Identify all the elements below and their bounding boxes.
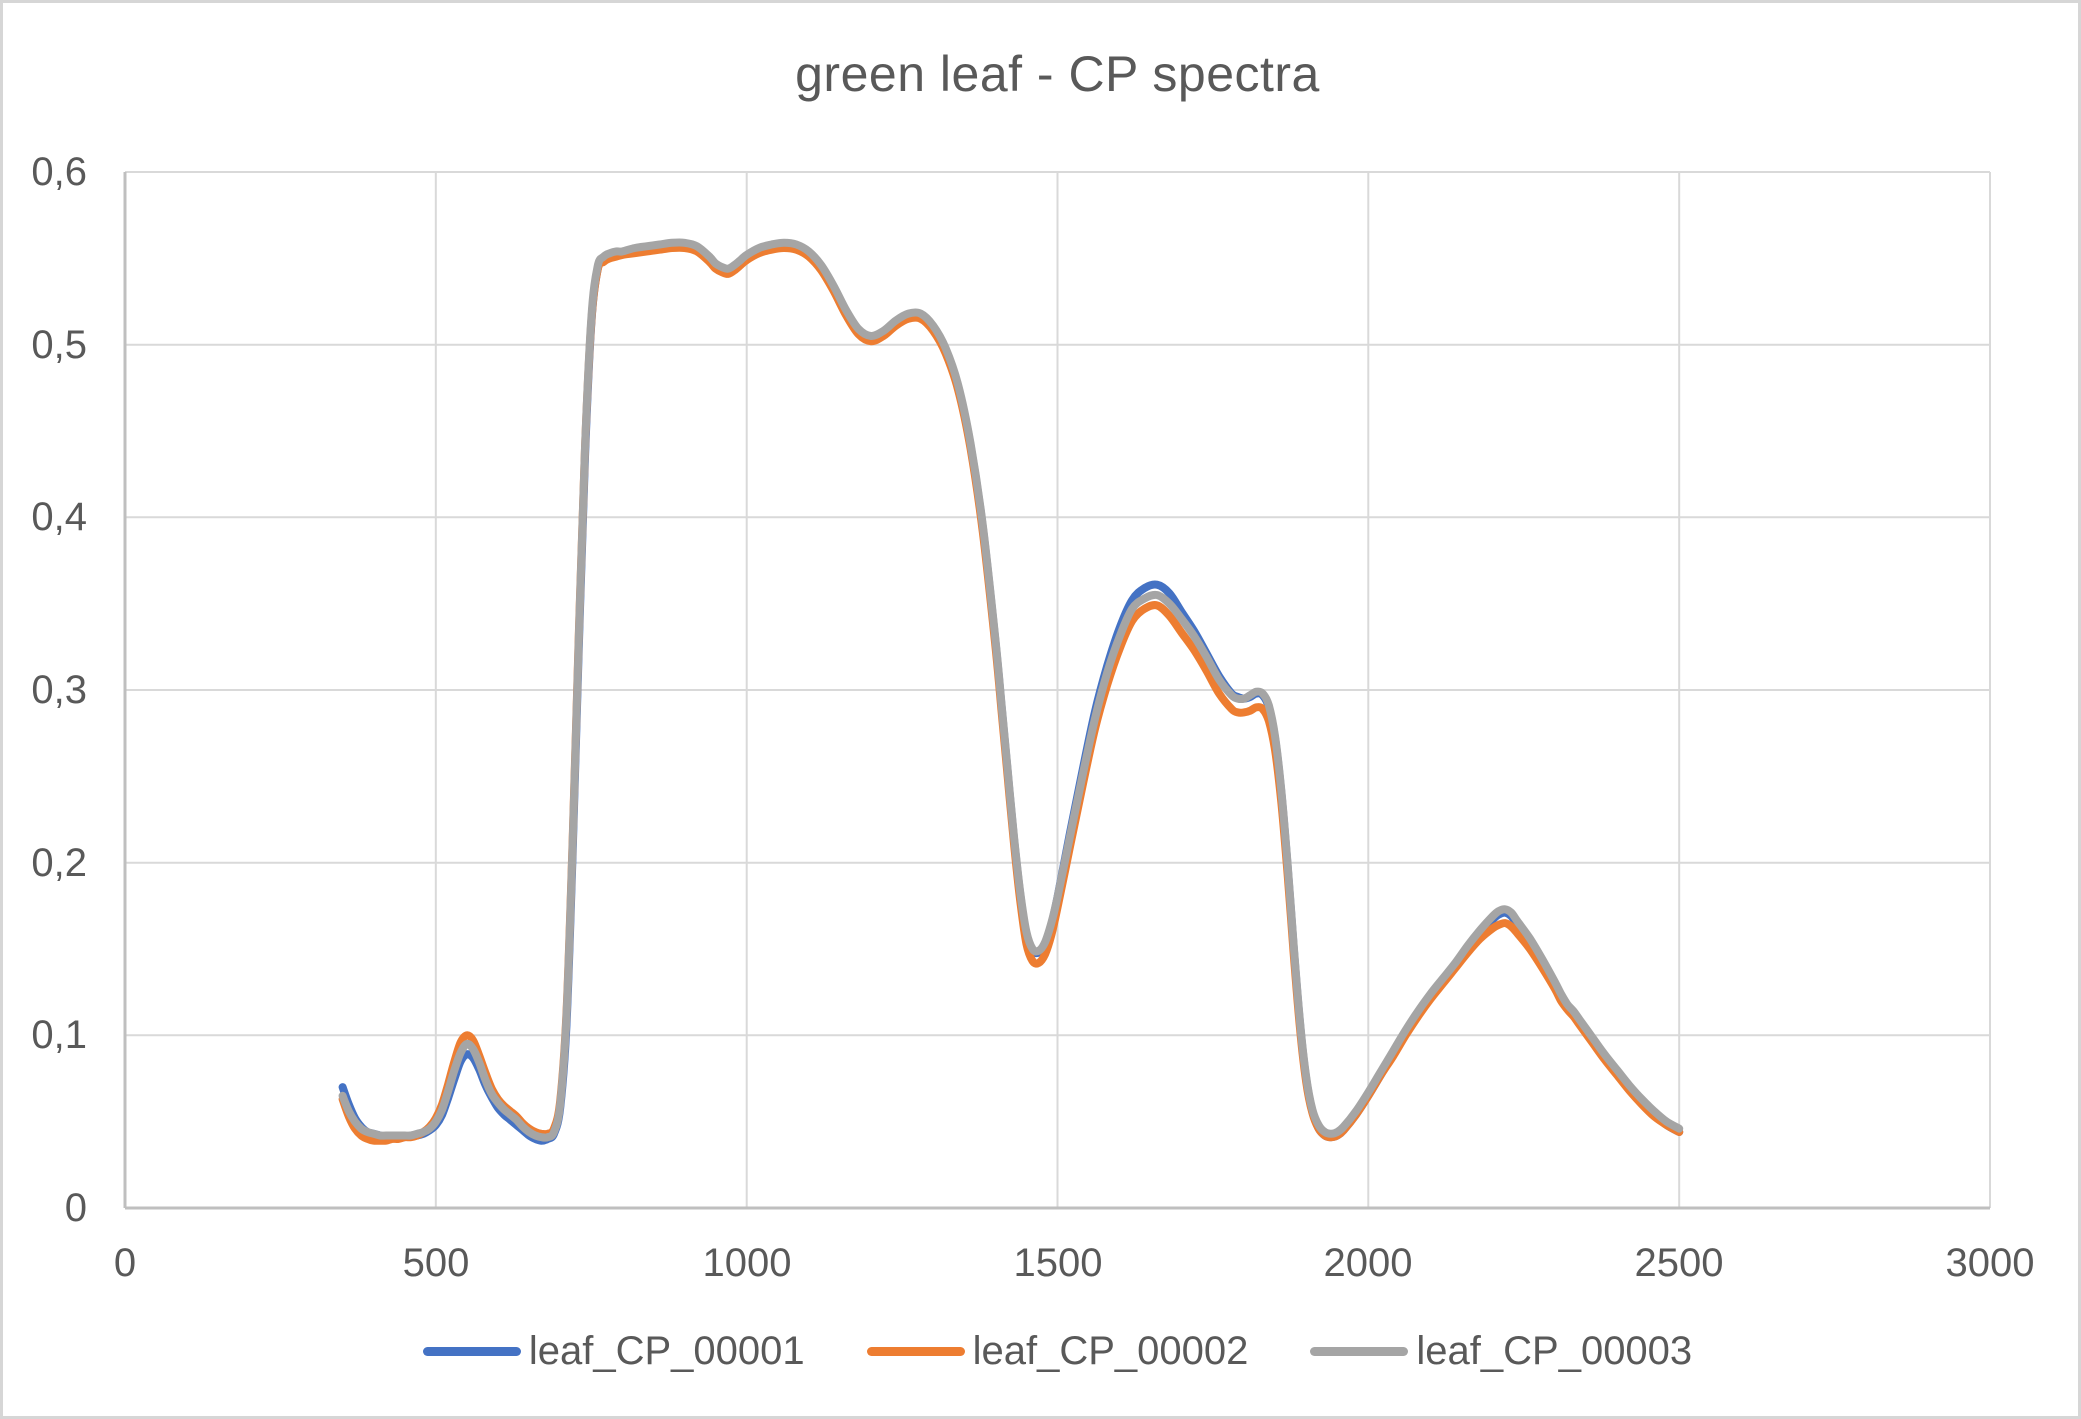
y-axis-tick-label: 0,5 [31,323,87,367]
y-axis-tick-label: 0,1 [31,1013,87,1057]
x-axis-tick-label: 500 [402,1241,470,1285]
y-axis-tick-label: 0,3 [31,668,87,712]
plot-area [123,171,1991,1210]
legend-item: leaf_CP_00002 [866,1329,1249,1373]
x-axis-tick-label: 1000 [702,1241,792,1285]
legend-swatch-leaf_CP_00001 [422,1346,521,1356]
series-line-leaf_CP_00002 [338,243,1684,1145]
series-line-leaf_CP_00003 [338,238,1684,1142]
legend-swatch-leaf_CP_00002 [866,1346,965,1356]
chart-title: green leaf - CP spectra [795,46,1320,102]
legend-label: leaf_CP_00002 [972,1329,1249,1373]
y-axis-tick-label: 0,2 [31,841,87,885]
series-line-leaf_CP_00001 [338,240,1684,1145]
x-axis-tick-label: 2500 [1634,1241,1724,1285]
legend-item: leaf_CP_00001 [422,1329,805,1373]
legend-item: leaf_CP_00003 [1310,1329,1692,1373]
y-axis-tick-label: 0,6 [31,150,87,194]
x-axis-tick-label: 0 [113,1241,137,1285]
x-axis-tick-label: 2000 [1323,1241,1413,1285]
legend-swatch-leaf_CP_00003 [1310,1346,1409,1356]
legend-label: leaf_CP_00001 [528,1329,805,1373]
legend-label: leaf_CP_00003 [1416,1329,1693,1373]
x-axis-tick-label: 3000 [1945,1241,2035,1285]
x-axis-tick-label: 1500 [1013,1241,1103,1285]
legend: leaf_CP_00001 leaf_CP_00002 leaf_CP_00003 [125,1329,1990,1373]
y-axis-tick-label: 0,4 [31,495,87,539]
y-axis-tick-label: 0 [64,1186,87,1230]
